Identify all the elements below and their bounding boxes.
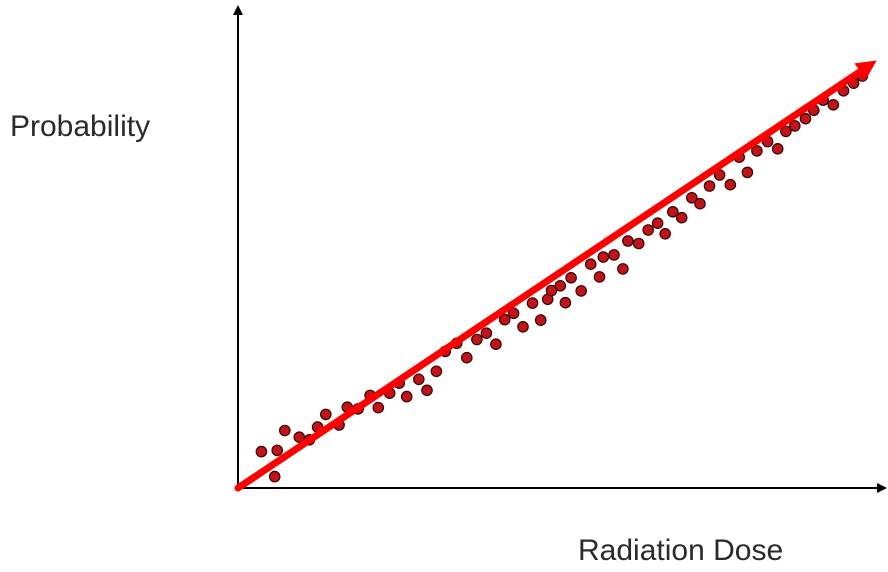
data-point bbox=[460, 351, 473, 364]
data-point bbox=[430, 365, 443, 378]
data-point bbox=[622, 235, 634, 247]
data-point bbox=[255, 445, 268, 458]
data-point bbox=[575, 285, 587, 297]
data-point bbox=[412, 373, 425, 386]
data-point bbox=[584, 258, 597, 270]
data-point bbox=[534, 314, 547, 326]
data-point bbox=[526, 297, 539, 309]
data-point bbox=[597, 251, 610, 263]
data-point bbox=[659, 228, 671, 240]
data-point bbox=[517, 320, 529, 333]
data-point bbox=[471, 333, 483, 346]
data-point bbox=[741, 166, 754, 179]
data-point bbox=[642, 224, 654, 236]
data-point bbox=[651, 217, 664, 229]
data-point bbox=[780, 125, 792, 138]
data-point bbox=[268, 470, 281, 483]
data-point bbox=[724, 178, 737, 191]
data-point bbox=[559, 296, 572, 309]
data-point bbox=[827, 99, 840, 111]
trend-line bbox=[234, 60, 877, 492]
data-point bbox=[565, 271, 577, 284]
data-point bbox=[421, 384, 433, 397]
data-point bbox=[608, 249, 620, 261]
data-point bbox=[617, 263, 629, 275]
data-point bbox=[278, 424, 291, 437]
data-point bbox=[498, 313, 511, 326]
data-point bbox=[788, 120, 801, 132]
data-points bbox=[255, 70, 869, 483]
data-point bbox=[271, 444, 283, 457]
data-point bbox=[593, 271, 606, 283]
data-point bbox=[771, 143, 784, 155]
data-point bbox=[694, 197, 706, 210]
data-point bbox=[703, 180, 716, 192]
data-point bbox=[751, 145, 763, 157]
data-point bbox=[675, 211, 688, 224]
data-point bbox=[372, 401, 385, 414]
x-axis-label: Radiation Dose bbox=[578, 534, 783, 567]
y-axis-label: Probability bbox=[10, 110, 150, 143]
data-point bbox=[545, 284, 558, 297]
data-point bbox=[400, 390, 413, 403]
data-point bbox=[490, 338, 502, 350]
data-point bbox=[507, 307, 520, 320]
data-point bbox=[480, 327, 493, 339]
data-point bbox=[666, 206, 679, 218]
data-point bbox=[799, 112, 812, 125]
data-point bbox=[685, 192, 698, 204]
data-point bbox=[632, 237, 645, 250]
data-point bbox=[319, 408, 332, 421]
data-point bbox=[554, 279, 567, 292]
